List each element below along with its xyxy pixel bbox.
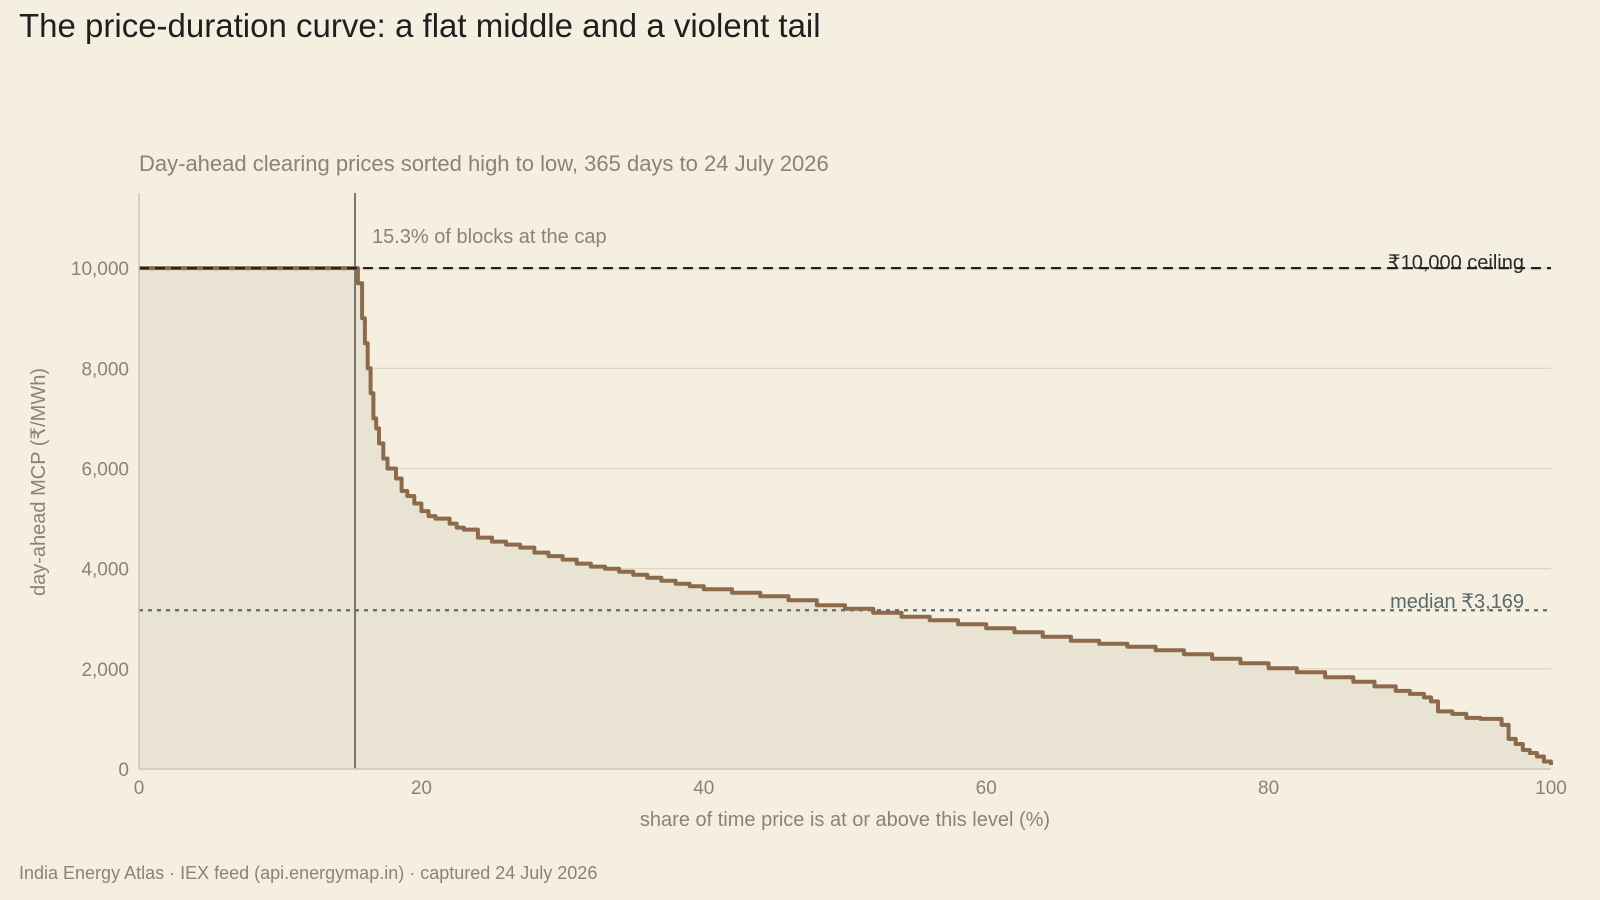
x-tick-label: 0: [134, 778, 145, 799]
median-annotation: median ₹3,169: [1390, 591, 1524, 613]
y-tick-label: 0: [118, 760, 129, 781]
cap-annotation: 15.3% of blocks at the cap: [372, 226, 607, 248]
area-fill: [139, 268, 1551, 769]
price-curve: [139, 266, 1553, 765]
curve-layer: [139, 266, 1553, 765]
y-tick-label: 2,000: [81, 660, 129, 681]
chart-subtitle: Day-ahead clearing prices sorted high to…: [139, 151, 829, 176]
x-axis-label: share of time price is at or above this …: [640, 809, 1050, 831]
x-tick-label: 20: [411, 778, 432, 799]
x-tick-label: 80: [1258, 778, 1279, 799]
y-axis-label: day-ahead MCP (₹/MWh): [28, 368, 50, 596]
ceiling-annotation: ₹10,000 ceiling: [1388, 252, 1524, 274]
x-tick-label: 100: [1535, 778, 1567, 799]
tick-labels: 0 2,000 4,000 6,000 8,000 10,000 0 20 40 60 80 100: [71, 259, 1567, 799]
y-tick-label: 4,000: [81, 560, 129, 581]
y-tick-label: 6,000: [81, 459, 129, 480]
y-tick-label: 10,000: [71, 259, 129, 280]
x-tick-label: 40: [693, 778, 714, 799]
area-layer: [139, 268, 1551, 769]
page-title: The price-duration curve: a flat middle …: [19, 7, 821, 44]
x-tick-label: 60: [976, 778, 997, 799]
axes: [138, 193, 1551, 770]
source-footer: India Energy Atlas · IEX feed (api.energ…: [19, 863, 598, 883]
y-tick-label: 8,000: [81, 359, 129, 380]
